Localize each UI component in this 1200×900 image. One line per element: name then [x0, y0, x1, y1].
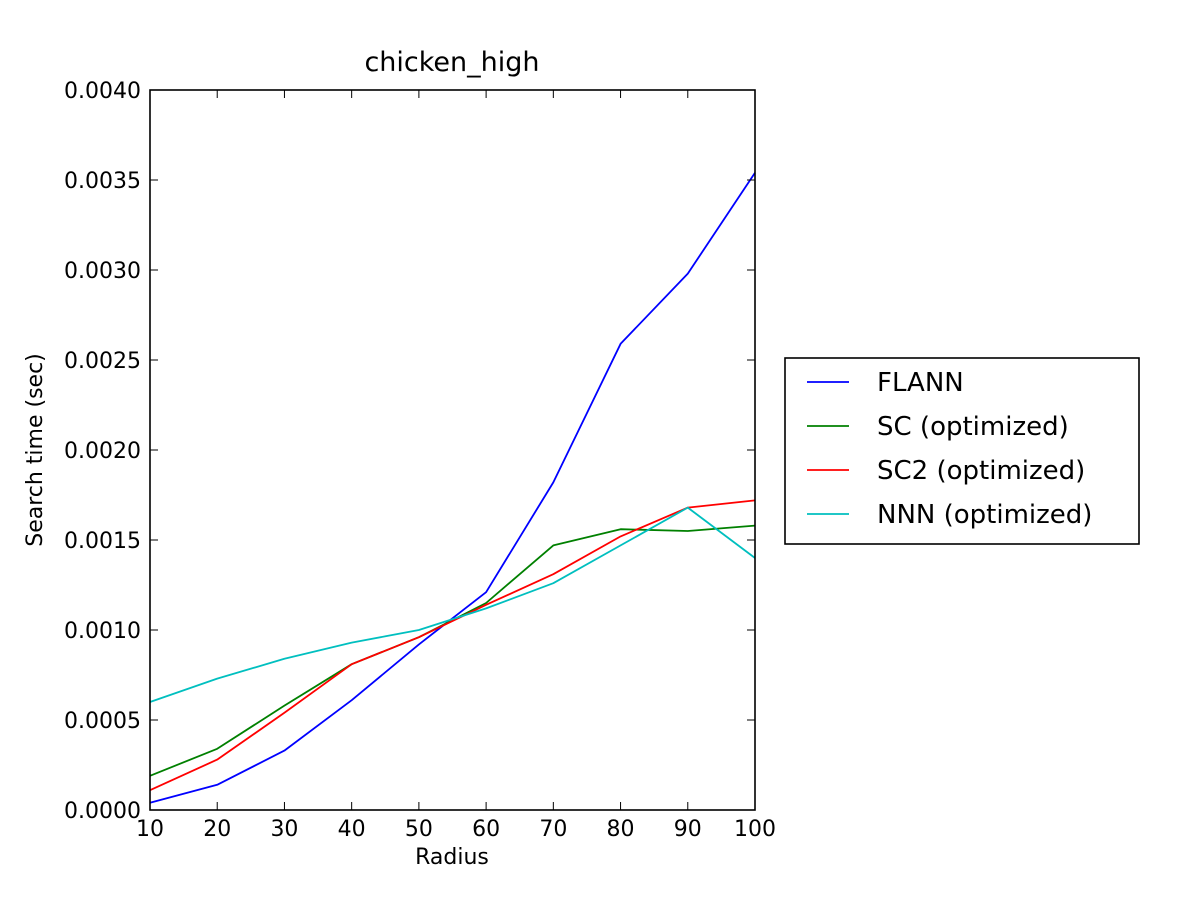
x-tick-label: 10 [136, 817, 164, 842]
y-axis-title: Search time (sec) [23, 353, 48, 547]
chart-title: chicken_high [364, 47, 539, 78]
x-tick-label: 50 [405, 817, 433, 842]
plot-area: 10 20 30 40 50 60 70 80 90 100 0.0000 0.0005 0.0010 0… [64, 79, 776, 842]
x-tick-label: 30 [270, 817, 298, 842]
x-tick-label: 20 [203, 817, 231, 842]
y-tick-label: 0.0000 [64, 799, 141, 824]
y-tick-label: 0.0010 [64, 619, 141, 644]
legend-label-3: SC2 (optimized) [877, 456, 1085, 486]
legend-label-4: NNN (optimized) [877, 500, 1092, 530]
y-tick-label: 0.0035 [64, 169, 141, 194]
legend: FLANN SC (optimized) SC2 (optimized) NNN (o… [784, 357, 1140, 545]
legend-label-1: FLANN [877, 368, 964, 398]
x-tick-label: 60 [472, 817, 500, 842]
series-line-3 [149, 499, 756, 792]
y-tick-label: 0.0025 [64, 349, 141, 374]
legend-label-2: SC (optimized) [877, 412, 1069, 442]
y-tick-label: 0.0040 [64, 79, 141, 104]
x-tick-label: 100 [734, 817, 776, 842]
y-tick-label: 0.0030 [64, 259, 141, 284]
legend-box [784, 357, 1140, 545]
x-tick-label: 40 [338, 817, 366, 842]
y-tick-label: 0.0015 [64, 529, 141, 554]
x-axis-title: Radius [415, 845, 489, 870]
y-tick-label: 0.0020 [64, 439, 141, 464]
x-tick-label: 70 [539, 817, 567, 842]
x-tick-label: 80 [607, 817, 635, 842]
y-tick-label: 0.0005 [64, 709, 141, 734]
series-line-4 [149, 506, 756, 703]
x-tick-label: 90 [674, 817, 702, 842]
